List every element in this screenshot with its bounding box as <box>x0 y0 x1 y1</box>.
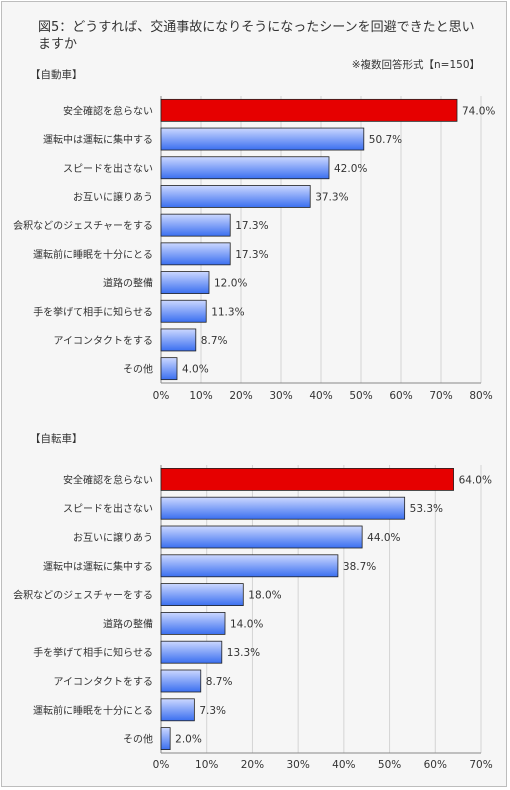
bicycle-value-label: 8.7% <box>206 676 233 688</box>
car-bar <box>160 357 178 381</box>
car-tick-label: 20% <box>229 390 252 402</box>
car-category-label: お互いに譲りあう <box>73 190 153 203</box>
car-value-label: 17.3% <box>235 249 268 261</box>
bicycle-bar <box>160 467 454 491</box>
bicycle-bar <box>160 698 195 722</box>
car-bar <box>160 127 365 151</box>
car-value-label: 8.7% <box>201 335 228 347</box>
bicycle-bar <box>160 612 226 635</box>
car-category-label: 安全確認を怠らない <box>63 104 153 117</box>
bicycle-bar <box>160 669 202 693</box>
bicycle-bar <box>160 640 223 664</box>
bicycle-category-label: 手を挙げて相手に知らせる <box>33 646 153 659</box>
bicycle-value-label: 7.3% <box>199 705 226 717</box>
bicycle-category-label: 運転中は運転に集中する <box>43 560 153 573</box>
car-bar <box>160 299 207 323</box>
bicycle-value-label: 64.0% <box>459 474 492 486</box>
car-tick-label: 30% <box>269 390 292 402</box>
bicycle-tick-label: 40% <box>332 759 355 771</box>
car-value-label: 12.0% <box>214 278 247 290</box>
bicycle-value-label: 44.0% <box>367 532 400 544</box>
car-value-label: 11.3% <box>211 306 244 318</box>
car-tick-label: 10% <box>189 390 212 402</box>
car-category-label: 運転前に睡眠を十分にとる <box>33 248 153 261</box>
car-value-label: 42.0% <box>334 163 367 175</box>
car-bar <box>160 328 197 352</box>
bicycle-tick-label: 0% <box>153 759 170 771</box>
car-category-label: その他 <box>123 363 153 376</box>
bicycle-category-label: 安全確認を怠らない <box>63 473 153 486</box>
car-category-label: アイコンタクトをする <box>54 335 154 347</box>
car-bar <box>160 213 231 237</box>
car-value-label: 50.7% <box>369 134 402 146</box>
car-value-label: 37.3% <box>315 191 348 203</box>
bicycle-category-label: アイコンタクトをする <box>54 676 154 688</box>
car-tick-label: 40% <box>309 390 332 402</box>
bicycle-bar <box>160 727 171 750</box>
car-chart-title: 【自動車】 <box>30 69 83 81</box>
bicycle-value-label: 53.3% <box>410 503 443 515</box>
bicycle-category-label: 会釈などのジェスチャーをする <box>13 589 153 602</box>
bicycle-category-label: その他 <box>123 733 153 746</box>
bicycle-tick-label: 60% <box>424 759 447 771</box>
car-bar <box>160 185 311 208</box>
bicycle-bar <box>160 525 363 549</box>
bicycle-tick-label: 20% <box>241 759 264 771</box>
car-tick-label: 80% <box>469 390 492 402</box>
bicycle-value-label: 13.3% <box>227 647 260 659</box>
car-category-label: 運転中は運転に集中する <box>43 133 153 146</box>
figure-title: 図5：どうすれば、交通事故になりそうになったシーンを回避できたと思いますか <box>38 20 475 52</box>
bicycle-value-label: 18.0% <box>248 590 281 602</box>
bicycle-category-label: 運転前に睡眠を十分にとる <box>33 704 153 717</box>
bicycle-bar <box>160 583 244 606</box>
car-tick-label: 0% <box>153 390 170 402</box>
car-tick-label: 70% <box>429 390 452 402</box>
car-category-label: 道路の整備 <box>103 277 153 290</box>
car-value-label: 4.0% <box>182 364 209 376</box>
bicycle-category-label: 道路の整備 <box>103 617 153 630</box>
car-bar <box>160 242 231 266</box>
bicycle-value-label: 14.0% <box>230 618 263 630</box>
car-value-label: 74.0% <box>462 105 495 117</box>
car-category-label: 会釈などのジェスチャーをする <box>13 219 153 232</box>
bicycle-value-label: 2.0% <box>175 734 202 746</box>
car-category-label: スピードを出さない <box>63 162 153 175</box>
bicycle-category-label: お互いに譲りあう <box>73 531 153 544</box>
bicycle-tick-label: 30% <box>286 759 309 771</box>
car-bar <box>160 156 330 180</box>
bicycle-category-label: スピードを出さない <box>63 502 153 515</box>
car-bar <box>160 271 210 294</box>
bicycle-tick-label: 70% <box>469 759 492 771</box>
car-category-label: 手を挙げて相手に知らせる <box>33 305 153 318</box>
car-tick-label: 50% <box>349 390 372 402</box>
bicycle-value-label: 38.7% <box>343 561 376 573</box>
sample-note: ※複数回答形式【n=150】 <box>351 59 480 71</box>
car-tick-label: 60% <box>389 390 412 402</box>
bicycle-chart-title: 【自転車】 <box>30 433 83 445</box>
bicycle-bar <box>160 496 406 520</box>
bicycle-tick-label: 50% <box>378 759 401 771</box>
car-bar <box>160 98 458 122</box>
bicycle-bar <box>160 554 339 578</box>
bicycle-tick-label: 10% <box>195 759 218 771</box>
car-value-label: 17.3% <box>235 220 268 232</box>
